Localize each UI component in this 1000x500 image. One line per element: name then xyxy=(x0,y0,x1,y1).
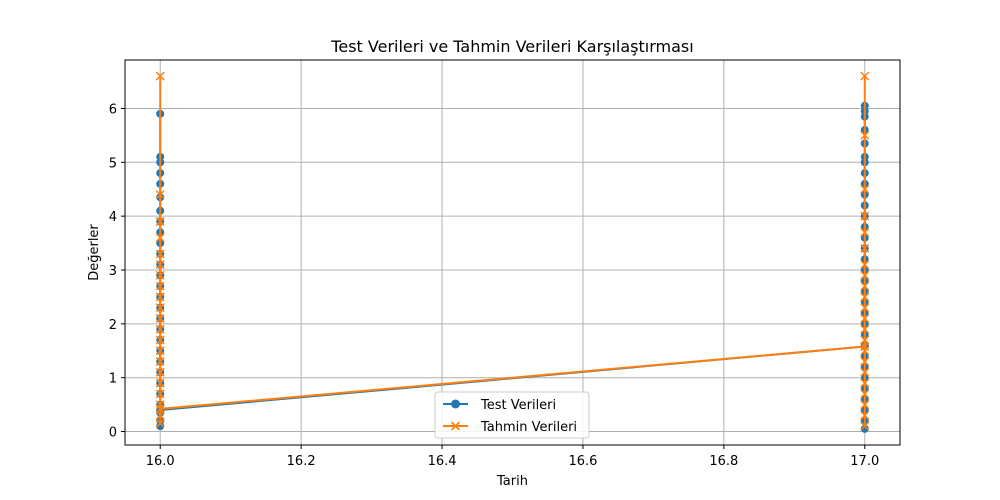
x-tick-label: 16.6 xyxy=(568,454,597,469)
legend-box xyxy=(434,391,590,439)
x-tick-label: 16.8 xyxy=(709,454,738,469)
data-point xyxy=(155,249,165,259)
legend: Test Verileri Tahmin Verileri xyxy=(434,391,590,439)
data-point xyxy=(155,367,165,377)
ticks: 16.0 16.2 16.4 16.6 16.8 17.0 0 1 2 3 4 5 6 xyxy=(109,102,880,469)
x-tick-label: 16.0 xyxy=(146,454,175,469)
data-point xyxy=(155,303,165,313)
data-point xyxy=(860,130,870,140)
data-point xyxy=(155,389,165,399)
x-tick-label: 16.4 xyxy=(428,454,457,469)
x-tick-label: 16.2 xyxy=(287,454,316,469)
data-point xyxy=(860,292,870,302)
chart-title: Test Verileri ve Tahmin Verileri Karşıla… xyxy=(330,37,693,56)
legend-marker-test xyxy=(451,399,460,409)
data-point xyxy=(860,227,870,237)
data-point xyxy=(860,184,870,194)
data-point xyxy=(155,313,165,323)
data-point xyxy=(155,260,165,270)
series-tahmin xyxy=(155,71,870,431)
data-point xyxy=(860,243,870,253)
grid xyxy=(125,60,900,445)
data-point xyxy=(155,233,165,243)
x-axis-label: Tarih xyxy=(496,474,528,489)
legend-label-test: Test Verileri xyxy=(480,398,556,413)
data-point xyxy=(860,378,870,388)
data-point xyxy=(155,418,165,428)
plot-frame xyxy=(124,59,901,446)
data-point xyxy=(860,389,870,399)
y-tick-label: 1 xyxy=(109,372,117,387)
data-point xyxy=(155,281,165,291)
data-point xyxy=(155,324,165,334)
y-tick-label: 2 xyxy=(109,318,117,333)
y-axis-label: Değerler xyxy=(87,224,102,281)
data-point xyxy=(860,281,870,291)
legend-marker-tahmin xyxy=(450,421,461,431)
data-point xyxy=(860,303,870,313)
data-point xyxy=(155,71,165,81)
data-point xyxy=(860,270,870,280)
data-point xyxy=(155,357,165,367)
data-point xyxy=(860,324,870,334)
data-point xyxy=(860,346,870,356)
data-point xyxy=(860,367,870,377)
data-point xyxy=(155,270,165,280)
data-point xyxy=(155,190,165,200)
data-point xyxy=(155,410,165,420)
y-tick-label: 6 xyxy=(109,102,117,117)
data-point xyxy=(860,211,870,221)
data-point xyxy=(155,346,165,356)
data-point xyxy=(155,335,165,345)
data-point xyxy=(860,260,870,270)
data-point xyxy=(155,292,165,302)
y-tick-label: 4 xyxy=(109,210,117,225)
y-tick-label: 0 xyxy=(109,426,117,441)
x-tick-label: 17.0 xyxy=(850,454,879,469)
data-point xyxy=(860,313,870,323)
data-point xyxy=(860,410,870,420)
data-point xyxy=(860,400,870,410)
y-tick-label: 5 xyxy=(109,156,117,171)
data-point xyxy=(860,421,870,431)
data-point xyxy=(860,424,869,433)
data-point xyxy=(860,335,870,345)
data-point xyxy=(155,404,165,414)
data-point xyxy=(860,71,870,81)
series-layer xyxy=(155,71,870,433)
data-point xyxy=(860,357,870,367)
data-point xyxy=(155,217,165,227)
data-point xyxy=(155,378,165,388)
y-tick-label: 3 xyxy=(109,264,117,279)
legend-label-tahmin: Tahmin Verileri xyxy=(480,420,577,435)
